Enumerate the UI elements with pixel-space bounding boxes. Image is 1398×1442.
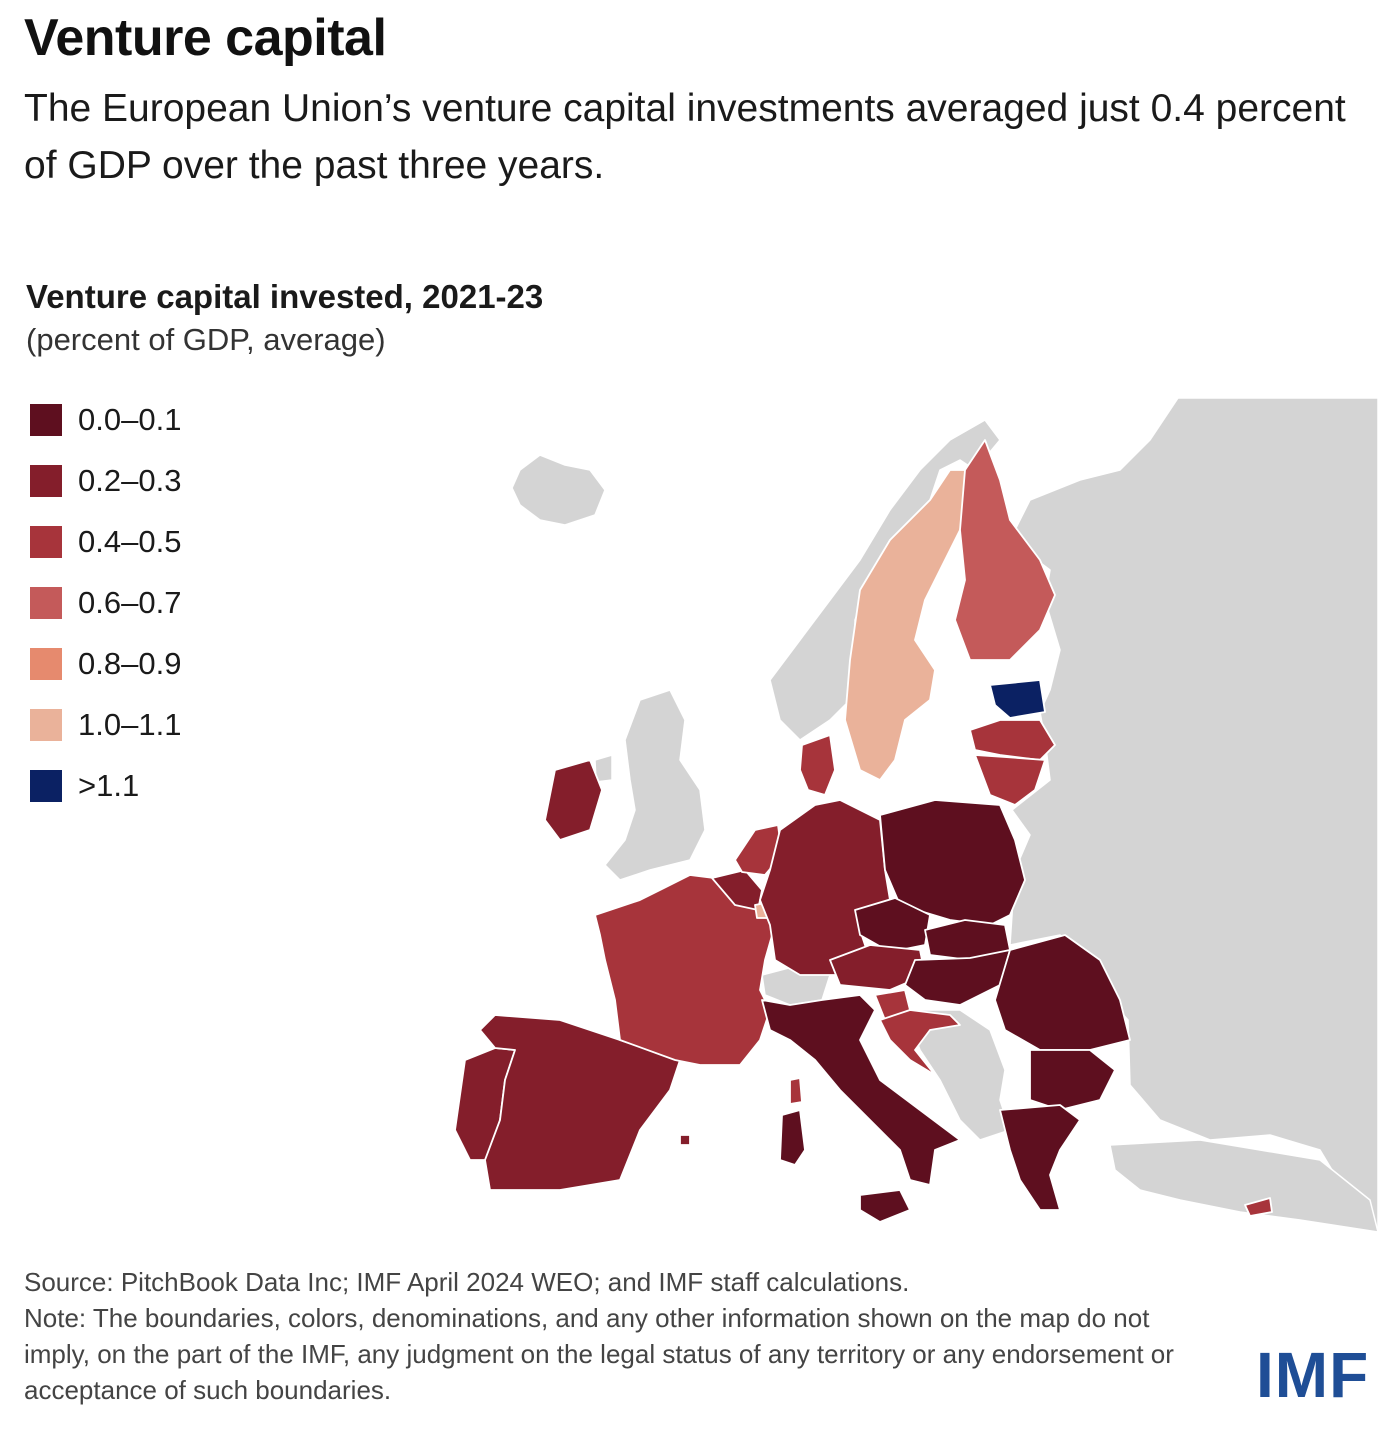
page-subtitle: The European Union’s venture capital inv… [24, 87, 1346, 187]
country-denmark [799, 734, 836, 796]
country-cyprus [1244, 1197, 1273, 1217]
country-sweden [844, 469, 976, 781]
uk-region [604, 689, 706, 881]
country-croatia [879, 1009, 961, 1076]
disclaimer-note: Note: The boundaries, colors, denominati… [24, 1303, 1174, 1405]
iceland-region [511, 454, 606, 526]
country-lithuania [974, 754, 1046, 806]
legend-label: 0.0–0.1 [78, 402, 182, 437]
country-italy-sardinia [779, 1109, 806, 1166]
legend-swatch [30, 709, 62, 741]
country-romania [994, 934, 1131, 1051]
imf-logo: IMF [1256, 1339, 1370, 1411]
country-bulgaria [1029, 1049, 1116, 1111]
chart-title: Venture capital invested, 2021-23 [26, 278, 544, 315]
source-note: Source: PitchBook Data Inc; IMF April 20… [24, 1267, 910, 1297]
country-france-corsica [789, 1077, 803, 1105]
legend-label: 0.2–0.3 [78, 463, 182, 498]
country-hungary [904, 949, 1011, 1006]
country-czech [854, 897, 931, 953]
legend-item: >1.1 [30, 766, 230, 806]
country-latvia [969, 719, 1056, 761]
page-title: Venture capital [24, 9, 387, 67]
country-italy [761, 994, 961, 1186]
europe-map [454, 397, 1378, 1232]
legend-swatch [30, 465, 62, 497]
country-malta [679, 1134, 691, 1146]
country-ireland [544, 759, 603, 841]
legend-item: 0.6–0.7 [30, 583, 230, 623]
country-italy-sicily [859, 1189, 911, 1223]
chart-subtitle: (percent of GDP, average) [26, 322, 386, 357]
legend-label: 0.4–0.5 [78, 524, 182, 559]
legend-item: 0.0–0.1 [30, 400, 230, 440]
country-finland [954, 439, 1056, 661]
legend-item: 0.2–0.3 [30, 461, 230, 501]
legend-swatch [30, 770, 62, 802]
legend-label: 0.6–0.7 [78, 585, 182, 620]
country-greece [999, 1104, 1081, 1211]
legend-swatch [30, 526, 62, 558]
legend-swatch [30, 648, 62, 680]
legend-item: 0.4–0.5 [30, 522, 230, 562]
non-eu-countries [511, 397, 1378, 1232]
country-estonia [989, 679, 1046, 719]
legend-swatch [30, 587, 62, 619]
turkey-region [1109, 1139, 1378, 1232]
country-poland [879, 799, 1026, 926]
legend-item: 1.0–1.1 [30, 705, 230, 745]
legend-label: >1.1 [78, 768, 140, 803]
legend-item: 0.8–0.9 [30, 644, 230, 684]
legend-swatch [30, 404, 62, 436]
legend-label: 1.0–1.1 [78, 707, 182, 742]
legend-label: 0.8–0.9 [78, 646, 182, 681]
